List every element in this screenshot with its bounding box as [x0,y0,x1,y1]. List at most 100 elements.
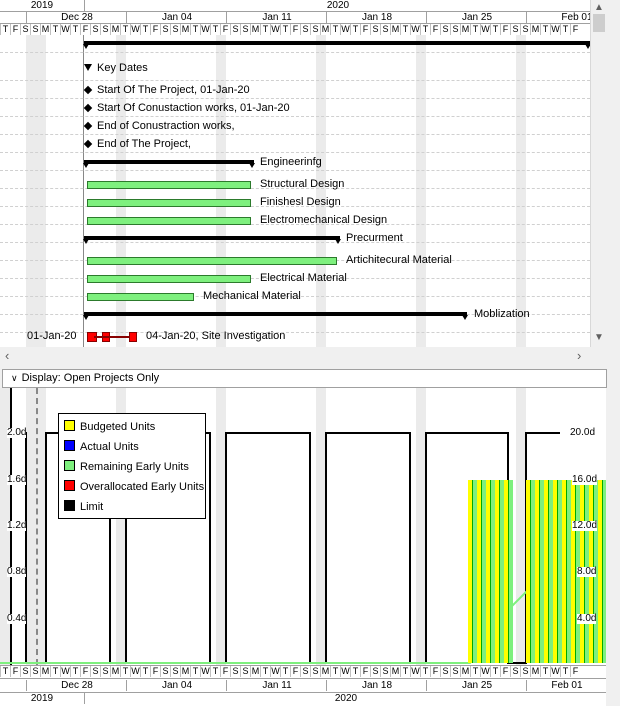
budgeted-units-bar [553,480,558,663]
remaining-units-bar [500,480,504,663]
legend-item: Remaining Early Units [64,460,189,474]
day-letter: W [60,24,70,35]
day-letter: S [20,24,30,35]
day-letter: T [400,666,410,677]
day-letter: F [150,666,160,677]
budgeted-units-bar [477,480,482,663]
day-letter: T [330,24,340,35]
day-letter: M [530,666,540,677]
day-letter: W [410,24,420,35]
day-letter: S [310,666,320,677]
right-axis-tick: 8.0d [577,566,597,577]
remaining-units-bar [567,480,571,663]
day-letter: T [490,666,500,677]
electromechanical-design-bar[interactable] [87,217,251,225]
chevron-down-icon[interactable]: ∨ [11,373,18,383]
engineering-summary-bar[interactable] [83,160,255,168]
milestone-diamond-icon[interactable] [83,121,93,131]
day-letter: T [210,24,220,35]
day-letter: W [340,24,350,35]
site-investigation-bar[interactable] [87,332,137,342]
engineering-label: Engineerinfg [260,156,322,168]
day-letter: W [340,666,350,677]
day-letter: S [520,666,530,677]
y-axis-tick: 1.6d [7,474,27,485]
day-letter: F [360,666,370,677]
budgeted-units-bar [598,480,603,663]
scroll-left-icon[interactable]: ‹ [5,348,10,363]
day-letter: S [520,24,530,35]
collapse-triangle-icon[interactable] [84,64,92,71]
remaining-units-bar [473,480,477,663]
finishes-design-bar[interactable] [87,199,251,207]
day-letter: F [220,666,230,677]
day-letter: W [130,666,140,677]
day-letter: F [150,24,160,35]
gantt-horizontal-scrollbar[interactable]: ‹ › [0,347,590,363]
day-letter: T [260,24,270,35]
day-letter: T [420,666,430,677]
day-letter: W [130,24,140,35]
y-axis-tick: 1.2d [7,520,27,531]
day-letter: S [380,666,390,677]
structural-design-bar[interactable] [87,181,251,189]
budgeted-units-bar [495,480,500,663]
scroll-right-icon[interactable]: › [577,348,582,363]
day-letter: T [350,24,360,35]
day-letter: M [180,666,190,677]
scroll-down-icon[interactable]: ▼ [594,332,604,343]
day-letter: F [430,666,440,677]
day-letter: W [480,24,490,35]
display-filter-label: Display: Open Projects Only [21,372,160,384]
day-letter: F [430,24,440,35]
mobilization-summary-bar[interactable] [83,312,468,320]
day-letter: T [70,666,80,677]
day-letter: S [450,666,460,677]
gantt-vertical-scrollbar[interactable]: ▲ ▼ [590,0,607,347]
histogram-legend[interactable]: Budgeted Units Actual Units Remaining Ea… [58,413,206,519]
project-summary-bar[interactable] [83,41,590,49]
electrical-material-bar[interactable] [87,275,251,283]
remaining-units-bar [491,480,495,663]
week-label: Jan 25 [426,12,527,23]
budgeted-units-bar [535,480,540,663]
legend-item: Limit [64,500,103,514]
procurement-label: Precurment [346,232,403,244]
milestone-diamond-icon[interactable] [83,139,93,149]
mechanical-material-bar[interactable] [87,293,194,301]
finishes-design-label: Finishesl Design [260,196,341,208]
day-letter: T [0,666,10,677]
day-letter: T [540,24,550,35]
day-letter: W [200,24,210,35]
milestone-diamond-icon[interactable] [83,103,93,113]
milestone-label: Start Of Conustaction works, 01-Jan-20 [97,102,290,114]
day-letter: M [390,24,400,35]
week-label: Jan 04 [126,12,227,23]
structural-design-label: Structural Design [260,178,345,190]
day-letter: T [400,24,410,35]
day-letter: S [170,24,180,35]
week-label: Dec 28 [26,12,127,23]
architectural-material-bar[interactable] [87,257,337,265]
procurement-summary-bar[interactable] [83,236,341,244]
day-letter: S [380,24,390,35]
scrollbar-thumb[interactable] [593,14,605,32]
mechanical-material-label: Mechanical Material [203,290,301,302]
day-letter: F [360,24,370,35]
day-letter: S [100,666,110,677]
right-axis-tick: 12.0d [572,520,598,531]
day-letter: W [200,666,210,677]
y-axis-tick: 2.0d [7,427,27,438]
resource-histogram[interactable]: 2.0d 1.6d 1.2d 0.8d 0.4d 20.0d 16.0d 12.… [0,388,606,665]
day-letter: S [240,24,250,35]
milestone-diamond-icon[interactable] [83,85,93,95]
electromechanical-design-label: Electromechanical Design [260,214,388,226]
day-letter: F [290,666,300,677]
scroll-up-icon[interactable]: ▲ [594,2,604,13]
legend-item: Budgeted Units [64,420,155,434]
milestone-label: End of Conustraction works, [97,120,235,132]
y-axis-tick: 0.8d [7,566,27,577]
display-filter-bar[interactable]: ∨ Display: Open Projects Only [2,369,607,388]
gantt-chart[interactable]: Key Dates Start Of The Project, 01-Jan-2… [0,35,590,347]
